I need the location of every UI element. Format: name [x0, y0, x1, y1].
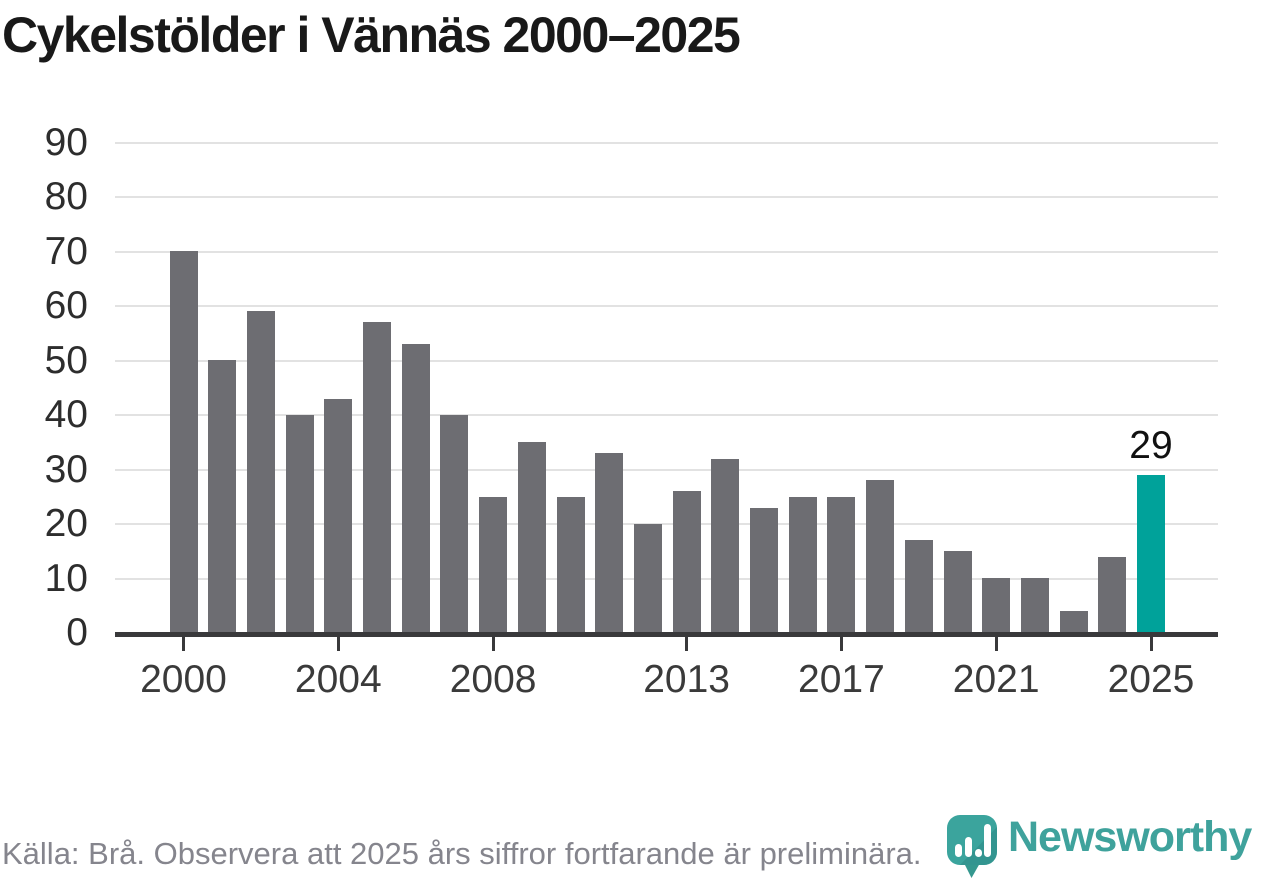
x-tick-2021	[994, 637, 998, 651]
y-axis-label-40: 40	[44, 393, 88, 436]
gridline-y-30	[115, 468, 1218, 471]
bar-2001	[208, 360, 237, 635]
y-axis-label-80: 80	[44, 175, 88, 218]
x-tick-2000	[182, 637, 185, 651]
gridline-y-20	[115, 523, 1218, 525]
gridline-y-60	[115, 305, 1218, 307]
x-tick-2008	[491, 637, 495, 651]
gridline-y-80	[115, 196, 1218, 198]
gridline-y-90	[115, 141, 1218, 144]
bar-2007	[440, 415, 469, 635]
chart-title: Cykelstölder i Vännäs 2000–2025	[2, 7, 741, 63]
bar-2020	[943, 551, 972, 635]
y-axis-label-30: 30	[44, 447, 88, 491]
x-axis-label-2000: 2000	[140, 658, 227, 701]
bar-2022	[1020, 578, 1049, 635]
bar-2016	[788, 497, 817, 635]
x-tick-2025	[1149, 637, 1153, 651]
bar-2017	[827, 497, 856, 635]
x-tick-2017	[839, 637, 843, 651]
bar-2014	[711, 459, 740, 635]
bar-2019	[904, 540, 933, 635]
gridline-y-10	[115, 577, 1218, 580]
bar-2005	[363, 322, 391, 635]
x-tick-2013	[685, 637, 689, 651]
y-axis-label-60: 60	[44, 284, 88, 327]
bar-2004	[324, 399, 353, 635]
gridline-y-50	[115, 359, 1218, 362]
newsworthy-speech-bubble-chart-icon	[947, 815, 997, 878]
bar-2024	[1098, 557, 1127, 635]
x-axis-label-2004: 2004	[294, 658, 382, 701]
y-axis-label-50: 50	[44, 338, 88, 382]
bar-2010	[556, 497, 585, 635]
bar-2023	[1059, 611, 1088, 635]
y-axis-label-20: 20	[44, 502, 88, 545]
bar-2021	[982, 578, 1011, 635]
gridline-y-40	[115, 414, 1218, 416]
bar-2000	[169, 251, 198, 635]
x-tick-2004	[336, 637, 340, 651]
x-axis-label-2025: 2025	[1107, 658, 1195, 701]
x-axis-label-2021: 2021	[952, 658, 1040, 701]
bar-2012	[633, 524, 662, 635]
bar-2025	[1137, 475, 1165, 635]
y-axis-label-0: 0	[66, 611, 88, 654]
bar-2008	[479, 497, 508, 635]
bar-2009	[517, 442, 546, 635]
x-axis-label-2017: 2017	[798, 658, 885, 701]
newsworthy-wordmark: Newsworthy	[1008, 813, 1252, 861]
y-axis-label-90: 90	[44, 120, 88, 164]
x-axis-label-2008: 2008	[449, 658, 537, 701]
y-axis-label-70: 70	[44, 229, 88, 273]
bar-2003	[285, 415, 314, 635]
y-axis-label-10: 10	[44, 556, 88, 600]
x-axis-line	[115, 632, 1218, 637]
bar-2011	[595, 453, 624, 635]
x-axis-label-2013: 2013	[643, 658, 730, 701]
bar-2013	[672, 491, 701, 635]
bar-value-annotation: 29	[1129, 424, 1173, 467]
bar-2006	[401, 344, 430, 635]
bar-2015	[750, 508, 778, 635]
gridline-y-70	[115, 250, 1218, 253]
bar-2002	[246, 311, 275, 635]
source-note: Källa: Brå. Observera att 2025 års siffr…	[2, 836, 922, 871]
bar-2018	[866, 480, 895, 635]
